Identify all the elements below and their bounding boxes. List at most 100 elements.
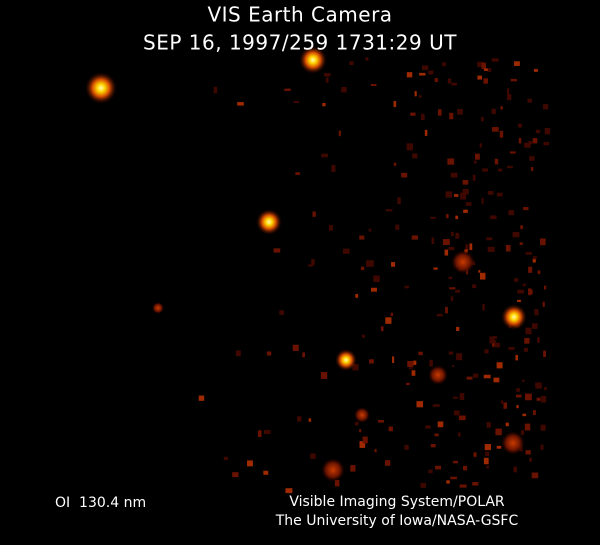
noise-speck	[528, 140, 533, 145]
noise-speck	[491, 58, 499, 62]
noise-speck	[520, 430, 525, 435]
noise-speck	[266, 351, 272, 356]
noise-speck	[354, 421, 359, 426]
noise-speck	[322, 102, 326, 107]
noise-speck	[446, 480, 450, 484]
noise-speck	[419, 72, 426, 76]
noise-speck	[525, 327, 532, 335]
noise-speck	[499, 130, 504, 138]
noise-speck	[540, 424, 546, 431]
noise-speck	[481, 62, 487, 69]
noise-speck	[395, 224, 400, 230]
noise-speck	[496, 192, 503, 197]
noise-speck	[492, 127, 499, 132]
star	[428, 365, 448, 385]
noise-speck	[368, 228, 372, 232]
timestamp: SEP 16, 1997/259 1731:29 UT	[143, 31, 457, 55]
noise-speck	[463, 209, 468, 213]
noise-speck	[487, 190, 494, 195]
noise-speck	[523, 206, 529, 211]
noise-speck	[531, 472, 539, 479]
noise-speck	[477, 75, 483, 80]
noise-speck	[536, 397, 541, 401]
noise-speck	[413, 360, 417, 365]
noise-speck	[532, 323, 538, 329]
noise-speck	[505, 244, 511, 252]
noise-speck	[445, 214, 449, 219]
noise-speck	[544, 387, 547, 390]
noise-speck	[508, 210, 515, 216]
noise-speck	[338, 130, 341, 137]
noise-speck	[320, 372, 328, 379]
noise-speck	[462, 180, 469, 185]
noise-speck	[434, 78, 438, 83]
noise-speck	[525, 252, 532, 255]
noise-speck	[458, 415, 466, 421]
noise-speck	[393, 162, 397, 166]
noise-speck	[445, 191, 453, 198]
noise-speck	[404, 444, 409, 450]
noise-speck	[537, 270, 541, 275]
noise-speck	[284, 88, 291, 92]
noise-speck	[369, 359, 374, 364]
noise-speck	[514, 61, 520, 66]
noise-speck	[540, 395, 547, 403]
noise-speck	[519, 242, 523, 245]
noise-speck	[370, 287, 377, 292]
noise-speck	[543, 141, 550, 146]
noise-speck	[483, 68, 488, 71]
noise-speck	[451, 82, 457, 86]
noise-speck	[449, 287, 456, 290]
noise-speck	[508, 346, 515, 350]
noise-speck	[460, 192, 467, 200]
noise-speck	[437, 421, 444, 428]
noise-speck	[491, 340, 496, 347]
noise-speck	[312, 211, 316, 217]
noise-speck	[496, 445, 502, 449]
noise-speck	[442, 62, 446, 67]
star	[152, 302, 164, 314]
noise-speck	[334, 479, 340, 487]
noise-speck	[384, 460, 391, 466]
noise-speck	[514, 278, 519, 282]
noise-speck	[542, 301, 545, 307]
noise-speck	[494, 158, 499, 165]
noise-speck	[472, 482, 479, 486]
noise-speck	[308, 418, 312, 422]
noise-speck	[522, 379, 525, 382]
noise-speck	[483, 457, 489, 465]
noise-speck	[532, 256, 537, 260]
star	[451, 250, 475, 274]
noise-speck	[232, 472, 239, 478]
noise-speck	[463, 465, 468, 471]
noise-speck	[540, 444, 544, 450]
noise-speck	[447, 78, 452, 84]
title: VIS Earth Camera	[207, 3, 392, 27]
noise-speck	[465, 244, 469, 251]
noise-speck	[448, 351, 454, 355]
noise-speck	[524, 142, 531, 148]
noise-speck	[263, 470, 269, 475]
noise-speck	[361, 334, 365, 338]
noise-speck	[529, 156, 535, 161]
noise-speck	[543, 103, 549, 110]
noise-speck	[406, 72, 413, 78]
noise-speck	[544, 128, 551, 135]
noise-speck	[279, 310, 284, 315]
noise-speck	[373, 275, 380, 283]
noise-speck	[390, 312, 394, 317]
noise-speck	[436, 313, 443, 317]
noise-speck	[535, 382, 542, 389]
noise-speck	[484, 444, 492, 451]
noise-speck	[543, 285, 547, 290]
noise-speck	[285, 488, 293, 494]
noise-speck	[506, 94, 512, 101]
noise-speck	[494, 342, 500, 348]
noise-speck	[388, 426, 393, 432]
noise-speck	[391, 262, 396, 267]
noise-speck	[428, 469, 433, 474]
noise-speck	[452, 396, 459, 399]
noise-speck	[359, 429, 362, 433]
noise-speck	[473, 373, 479, 378]
noise-speck	[486, 422, 491, 428]
